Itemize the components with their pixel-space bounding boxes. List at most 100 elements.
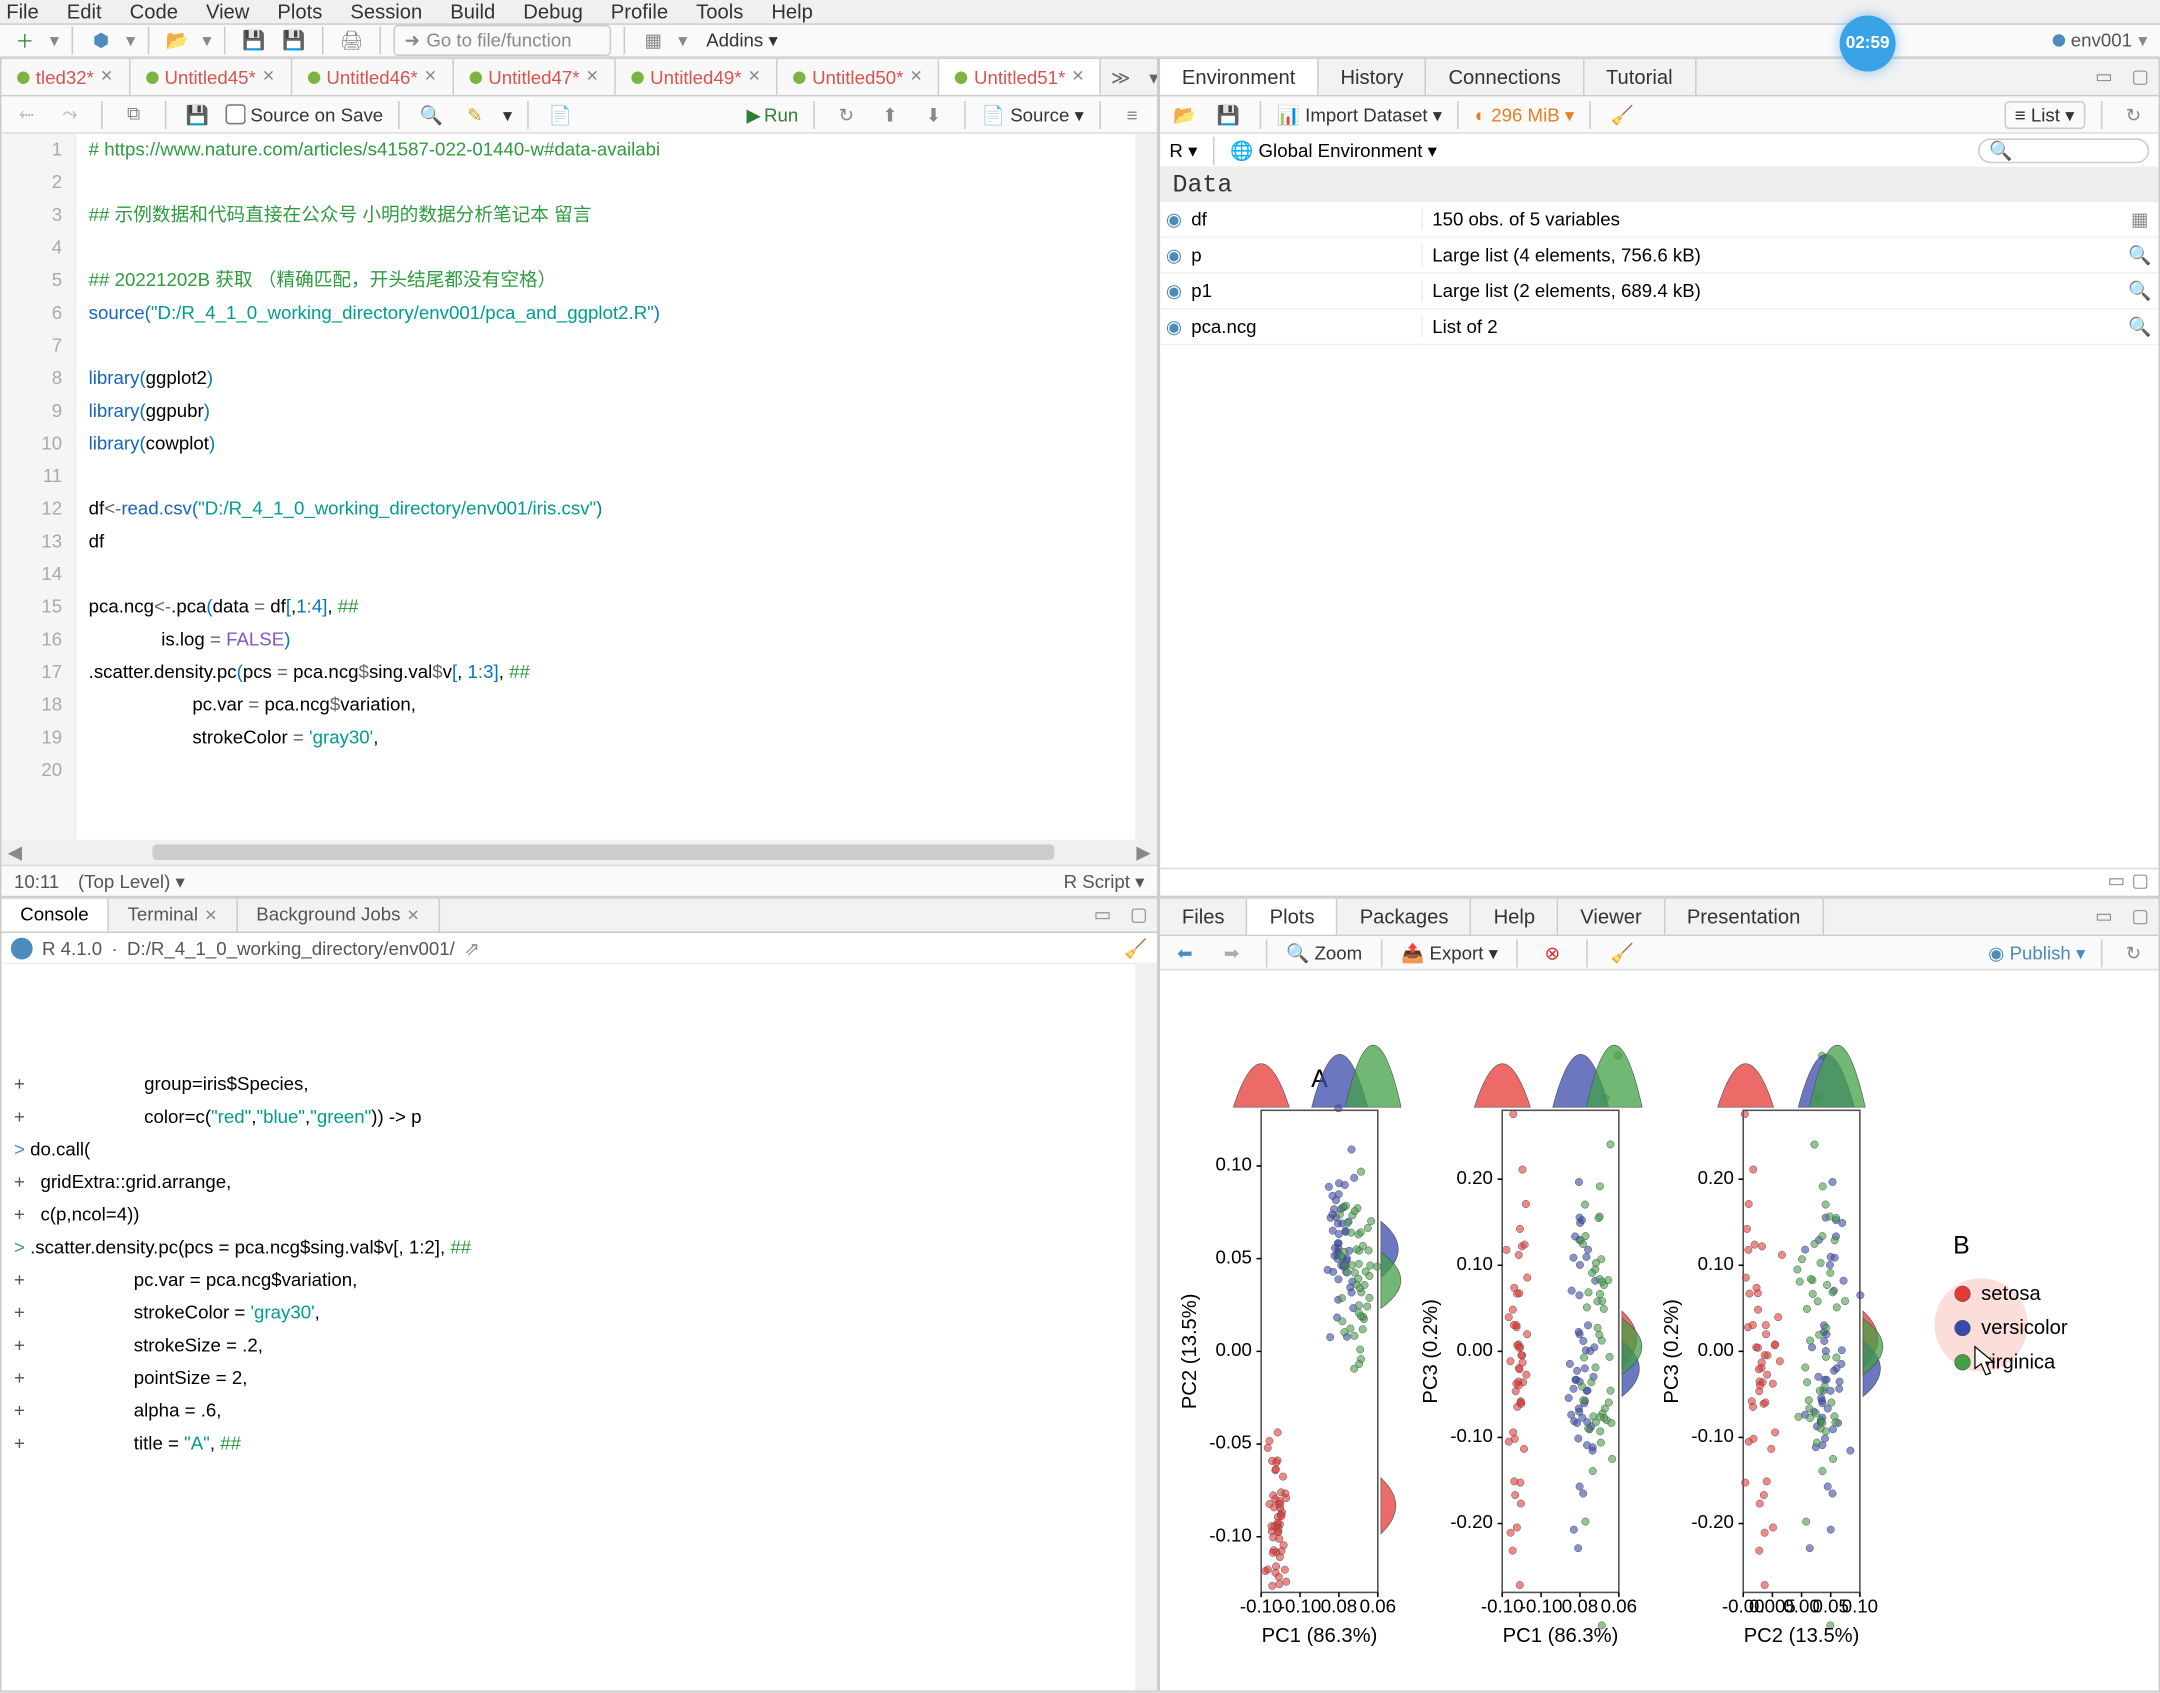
refresh-icon[interactable]: ↻	[2118, 937, 2149, 968]
close-icon[interactable]: ✕	[100, 68, 113, 85]
save-icon[interactable]: 💾	[1213, 99, 1244, 130]
expand-icon[interactable]: ◉	[1160, 208, 1188, 230]
view-mode-select[interactable]: ≡ List ▾	[2004, 100, 2085, 128]
source-tab[interactable]: Untitled49*✕	[616, 59, 778, 95]
env-action-icon[interactable]: ▦	[2121, 208, 2158, 230]
menu-file[interactable]: File	[6, 0, 39, 23]
scope-selector[interactable]: (Top Level) ▾	[78, 870, 185, 892]
working-dir[interactable]: D:/R_4_1_0_working_directory/env001/	[127, 937, 455, 959]
zoom-button[interactable]: 🔍 Zoom	[1286, 942, 1362, 964]
menu-help[interactable]: Help	[771, 0, 813, 23]
close-icon[interactable]: ✕	[1071, 68, 1084, 85]
env-row[interactable]: ◉ p1 Large list (2 elements, 689.4 kB) 🔍	[1160, 274, 2158, 310]
project-badge[interactable]: env001 ▾	[2052, 30, 2147, 52]
code-editor[interactable]: 1234567891011121314151617181920 # https:…	[2, 134, 1157, 840]
source-button[interactable]: 📄 Source ▾	[982, 103, 1084, 125]
clear-all-icon[interactable]: 🧹	[1607, 937, 1638, 968]
env-row[interactable]: ◉ pca.ncg List of 2 🔍	[1160, 309, 2158, 345]
up-icon[interactable]: ⬆	[874, 99, 905, 130]
menu-code[interactable]: Code	[130, 0, 178, 23]
source-tab[interactable]: Untitled47*✕	[454, 59, 616, 95]
new-file-icon[interactable]: ＋	[9, 25, 40, 56]
close-icon[interactable]: ✕	[204, 908, 217, 925]
minimize-icon[interactable]: ▭	[2086, 899, 2122, 935]
tab-nav-right-icon[interactable]: ≫	[1102, 66, 1140, 88]
goto-file-input[interactable]: ➜ Go to file/function	[394, 25, 612, 56]
prev-plot-icon[interactable]: ⬅	[1169, 937, 1200, 968]
forward-icon[interactable]: ⤳	[54, 99, 85, 130]
plots-tab[interactable]: Files	[1160, 899, 1248, 935]
menu-session[interactable]: Session	[350, 0, 422, 23]
compile-icon[interactable]: 📄	[545, 99, 576, 130]
plots-tab[interactable]: Packages	[1338, 899, 1472, 935]
menu-edit[interactable]: Edit	[67, 0, 102, 23]
menu-profile[interactable]: Profile	[611, 0, 668, 23]
find-icon[interactable]: 🔍	[416, 99, 447, 130]
plots-tab[interactable]: Help	[1472, 899, 1559, 935]
run-button[interactable]: ▶ Run	[747, 103, 799, 125]
env-action-icon[interactable]: 🔍	[2121, 244, 2158, 266]
addins-menu[interactable]: Addins ▾	[697, 26, 787, 54]
new-project-icon[interactable]: ⬢	[86, 25, 117, 56]
console-vscroll[interactable]	[1135, 964, 1157, 1690]
menu-build[interactable]: Build	[450, 0, 495, 23]
menu-view[interactable]: View	[206, 0, 249, 23]
open-file-icon[interactable]: 📂	[162, 25, 193, 56]
broom-icon[interactable]: 🧹	[1607, 99, 1638, 130]
env-row[interactable]: ◉ df 150 obs. of 5 variables ▦	[1160, 202, 2158, 238]
plots-tab[interactable]: Plots	[1248, 899, 1338, 935]
maximize-icon[interactable]: ▢	[2131, 869, 2149, 895]
next-plot-icon[interactable]: ➡	[1216, 937, 1247, 968]
path-link-icon[interactable]: ⇗	[464, 937, 480, 959]
menu-tools[interactable]: Tools	[696, 0, 743, 23]
minimize-icon[interactable]: ▭	[2108, 869, 2126, 895]
env-tab[interactable]: Tutorial	[1584, 59, 1696, 95]
close-icon[interactable]: ✕	[910, 68, 923, 85]
load-icon[interactable]: 📂	[1169, 99, 1200, 130]
outline-icon[interactable]: ≡	[1117, 99, 1148, 130]
language-mode[interactable]: R Script ▾	[1064, 870, 1145, 892]
publish-button[interactable]: ◉ Publish ▾	[1988, 942, 2085, 964]
back-icon[interactable]: ⬸	[11, 99, 42, 130]
print-icon[interactable]: 🖨	[336, 25, 367, 56]
source-tab[interactable]: Untitled46*✕	[292, 59, 454, 95]
source-on-save-input[interactable]	[225, 104, 245, 124]
source-tab[interactable]: Untitled50*✕	[778, 59, 940, 95]
maximize-icon[interactable]: ▢	[2122, 59, 2158, 95]
close-icon[interactable]: ✕	[748, 68, 761, 85]
save-icon[interactable]: 💾	[182, 99, 213, 130]
close-icon[interactable]: ✕	[262, 68, 275, 85]
env-search-input[interactable]: 🔍	[1978, 138, 2149, 163]
export-button[interactable]: 📤 Export ▾	[1401, 942, 1498, 964]
expand-icon[interactable]: ◉	[1160, 316, 1188, 338]
popup-icon[interactable]: ⧉	[118, 99, 149, 130]
down-icon[interactable]: ⬇	[918, 99, 949, 130]
source-tab[interactable]: tled32*✕	[2, 59, 131, 95]
remove-plot-icon[interactable]: ⊗	[1537, 937, 1568, 968]
plots-tab[interactable]: Viewer	[1559, 899, 1666, 935]
close-icon[interactable]: ✕	[586, 68, 599, 85]
expand-icon[interactable]: ◉	[1160, 280, 1188, 302]
console-output[interactable]: + group=iris$Species,+ color=c("red","bl…	[2, 964, 1157, 1690]
save-icon[interactable]: 💾	[238, 25, 269, 56]
import-dataset-button[interactable]: 📊 Import Dataset ▾	[1277, 103, 1442, 125]
refresh-icon[interactable]: ↻	[2118, 99, 2149, 130]
tab-overflow-icon[interactable]: ▾	[1140, 66, 1157, 88]
env-row[interactable]: ◉ p Large list (4 elements, 756.6 kB) 🔍	[1160, 238, 2158, 274]
console-tab[interactable]: Console	[2, 899, 109, 932]
editor-hscroll[interactable]: ◀▶	[2, 840, 1157, 865]
r-scope[interactable]: R ▾	[1169, 139, 1197, 161]
close-icon[interactable]: ✕	[407, 908, 420, 925]
save-all-icon[interactable]: 💾	[279, 25, 310, 56]
env-action-icon[interactable]: 🔍	[2121, 280, 2158, 302]
minimize-icon[interactable]: ▭	[1084, 899, 1120, 932]
env-tab[interactable]: Environment	[1160, 59, 1319, 95]
console-tab[interactable]: Background Jobs✕	[238, 899, 440, 932]
env-tab[interactable]: History	[1319, 59, 1427, 95]
grid-icon[interactable]: ▦	[638, 25, 669, 56]
wand-icon[interactable]: ✎	[459, 99, 490, 130]
source-tab[interactable]: Untitled45*✕	[130, 59, 292, 95]
source-on-save-checkbox[interactable]: Source on Save	[225, 103, 383, 125]
rerun-icon[interactable]: ↻	[831, 99, 862, 130]
plots-tab[interactable]: Presentation	[1665, 899, 1824, 935]
